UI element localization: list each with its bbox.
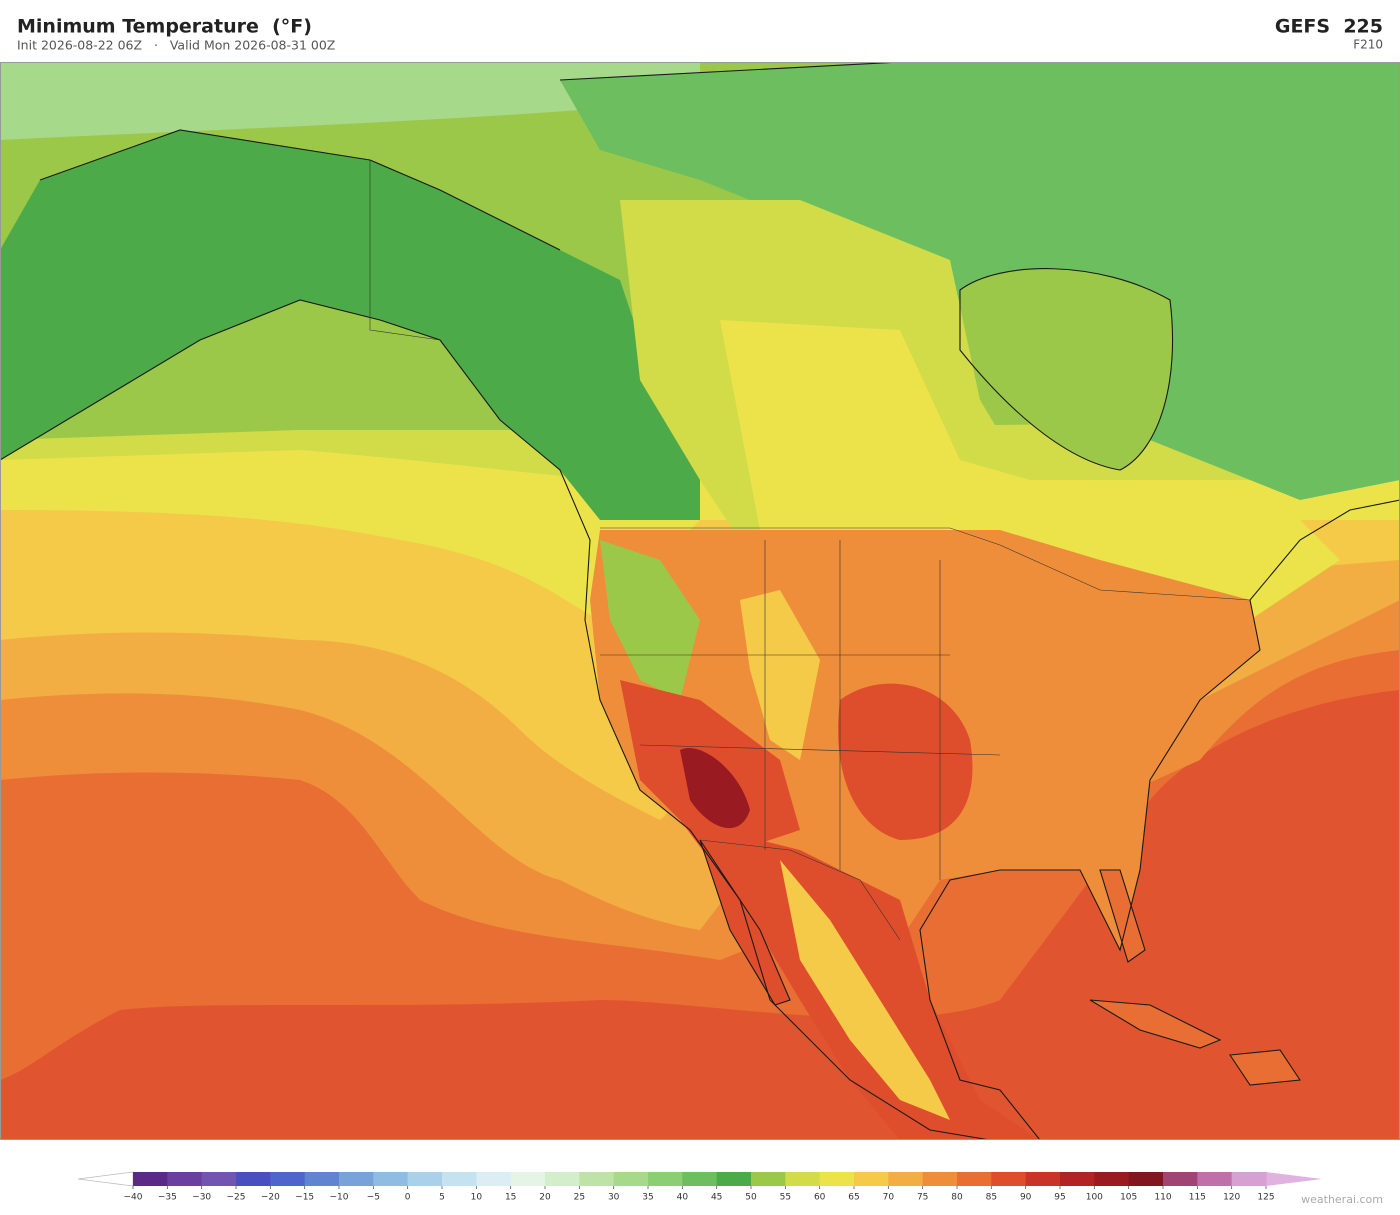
colorbar-tick-label: 15 — [505, 1193, 516, 1203]
land-field — [0, 130, 700, 520]
colorbar-segment — [819, 1172, 855, 1186]
colorbar-tick-label: 65 — [848, 1193, 859, 1203]
coastline — [1089, 869, 1301, 1086]
colorbar-under — [77, 1171, 134, 1187]
colorbar-tick-label: 5 — [439, 1193, 445, 1203]
colorbar-tick-label: 80 — [951, 1193, 963, 1203]
watermark: weatherai.com — [1301, 1193, 1383, 1206]
colorbar-segment — [167, 1172, 203, 1186]
colorbar-tick-label: 75 — [917, 1193, 928, 1203]
colorbar-tick-label: 20 — [539, 1193, 551, 1203]
colorbar-tick-label: −10 — [330, 1193, 349, 1203]
colorbar-segment — [1094, 1172, 1130, 1186]
colorbar-segment — [751, 1172, 786, 1186]
colorbar-tick-label: 0 — [405, 1193, 411, 1203]
colorbar-segment — [1128, 1172, 1164, 1186]
colorbar-tick-label: −30 — [192, 1193, 211, 1203]
land-field — [780, 860, 950, 1120]
map — [0, 62, 1400, 1140]
land-field — [1230, 1050, 1300, 1085]
border — [369, 160, 1251, 941]
temperature-field — [0, 62, 1400, 1140]
colorbar-tick-label: 110 — [1154, 1193, 1171, 1203]
colorbar-tick-label: 90 — [1020, 1193, 1032, 1203]
coastline — [699, 839, 791, 1006]
colorbar-tick-label: −5 — [367, 1193, 380, 1203]
colorbar-segment — [888, 1172, 924, 1186]
colorbar-over — [1266, 1172, 1322, 1186]
colorbar-tick-label: −40 — [124, 1193, 143, 1203]
subtitle: Init 2026-08-22 06Z · Valid Mon 2026-08-… — [17, 38, 335, 53]
colorbar-segment — [339, 1172, 374, 1186]
colorbar-tick-label: 30 — [608, 1193, 620, 1203]
colorbar-segment — [957, 1172, 992, 1186]
land-field — [740, 590, 820, 760]
colorbar-tick-label: −35 — [158, 1193, 177, 1203]
colorbar-tick-label: 95 — [1054, 1193, 1065, 1203]
land-field — [700, 840, 790, 1005]
land-field — [680, 748, 750, 829]
colorbar-tick-label: 50 — [745, 1193, 757, 1203]
colorbar-segment — [716, 1172, 752, 1186]
colorbar-segment — [1163, 1172, 1198, 1186]
colorbar-tick-label: 125 — [1257, 1193, 1274, 1203]
colorbar-segment — [1025, 1172, 1061, 1186]
colorbar-tick-label: 45 — [711, 1193, 722, 1203]
land-field — [600, 540, 700, 700]
land-field — [838, 683, 973, 840]
colorbar-segment — [991, 1172, 1027, 1186]
colorbar-tick-label: 100 — [1086, 1193, 1103, 1203]
colorbar-segment — [1060, 1172, 1095, 1186]
colorbar: −40 −35 −30 −25 −20 −15 −10 −5 0 5 10 15 20 25 30 35 40 4… — [77, 1171, 1322, 1203]
land-field — [1100, 870, 1145, 962]
colorbar-segment — [270, 1172, 306, 1186]
model-label: GEFS 225 — [1275, 16, 1383, 38]
land-field — [1090, 1000, 1220, 1048]
colorbar-tick-label: 85 — [986, 1193, 997, 1203]
colorbar-tick-label: 120 — [1223, 1193, 1240, 1203]
colorbar-segment — [510, 1172, 546, 1186]
colorbar-segment — [236, 1172, 271, 1186]
colorbar-segment — [854, 1172, 889, 1186]
colorbar-segment — [373, 1172, 409, 1186]
colorbar-segment — [785, 1172, 821, 1186]
colorbar-segment — [648, 1172, 683, 1186]
colorbar-tick-label: 70 — [883, 1193, 895, 1203]
colorbar-tick-label: 25 — [574, 1193, 585, 1203]
coastline — [0, 299, 991, 1140]
colorbar-tick-label: 35 — [642, 1193, 653, 1203]
colorbar-segment — [442, 1172, 477, 1186]
colorbar-tick-label: −25 — [227, 1193, 246, 1203]
colorbar-segment — [407, 1172, 443, 1186]
colorbar-segment — [545, 1172, 580, 1186]
colorbar-tick-label: 115 — [1189, 1193, 1206, 1203]
colorbar-segment — [133, 1172, 168, 1186]
colorbar-tick-label: 60 — [814, 1193, 826, 1203]
colorbar-tick-label: −20 — [261, 1193, 280, 1203]
colorbar-tick-label: 40 — [677, 1193, 689, 1203]
title: Minimum Temperature (°F) — [17, 16, 312, 38]
colorbar-segment — [476, 1172, 512, 1186]
colorbar-segment — [613, 1172, 649, 1186]
colorbar-segment — [1197, 1172, 1233, 1186]
colorbar-segment — [682, 1172, 718, 1186]
colorbar-tick-label: 55 — [780, 1193, 791, 1203]
colorbar-segment — [201, 1172, 237, 1186]
colorbar-tick-label: −15 — [295, 1193, 314, 1203]
forecast-hour: F210 — [1353, 38, 1383, 52]
colorbar-tick-label: 105 — [1120, 1193, 1137, 1203]
land-field — [960, 268, 1173, 470]
coastline — [919, 499, 1400, 1140]
colorbar-tick-label: 10 — [471, 1193, 483, 1203]
field-band — [0, 62, 700, 140]
colorbar-segment — [1231, 1172, 1267, 1186]
land-field — [720, 320, 1340, 620]
colorbar-segment — [579, 1172, 615, 1186]
colorbar-segment — [922, 1172, 958, 1186]
colorbar-segment — [304, 1172, 340, 1186]
